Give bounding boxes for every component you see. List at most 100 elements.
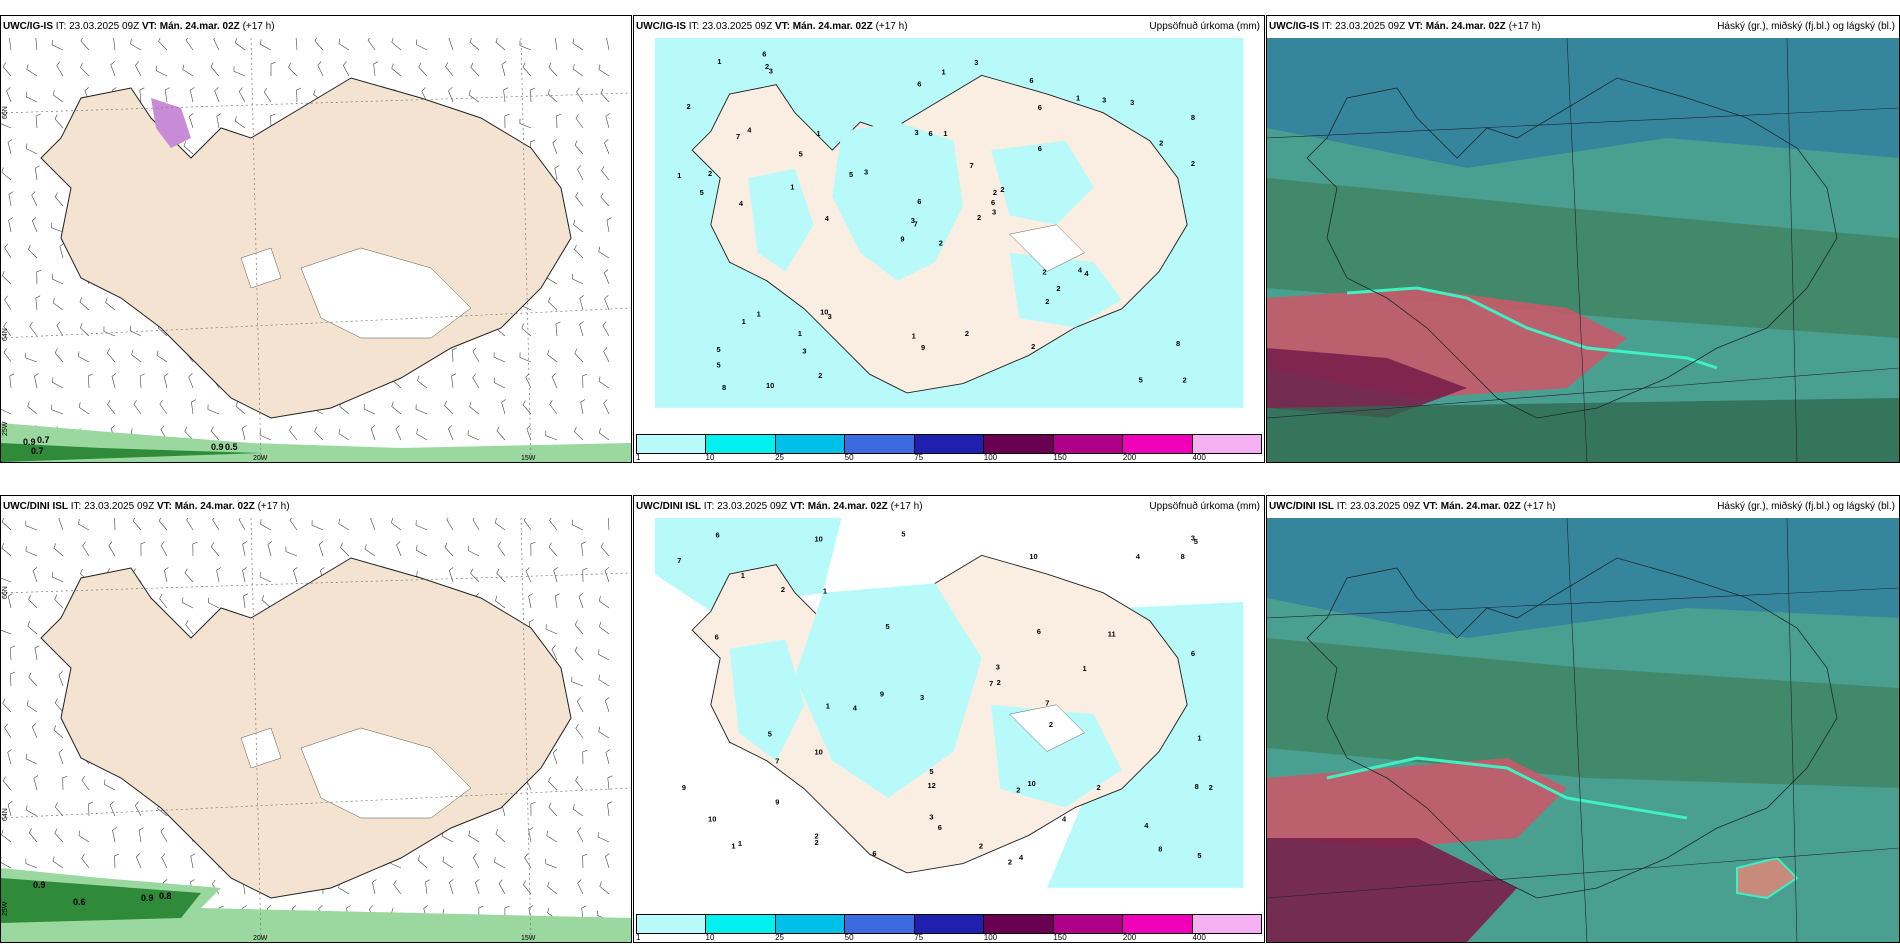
- precip-station-value: 2: [1008, 858, 1012, 867]
- wind-barb: [551, 373, 558, 389]
- legend-swatch: [845, 915, 915, 933]
- cloud-map-panel-bottom: UWC/DINI ISL IT: 23.03.2025 09Z VT: Mán.…: [1266, 495, 1900, 943]
- wind-barb: [54, 348, 64, 363]
- wind-barb: [470, 568, 480, 583]
- precip-station-value: 4: [825, 214, 830, 223]
- precip-station-value: 2: [1049, 720, 1053, 729]
- precip-station-value: 6: [1037, 627, 1041, 636]
- wind-barb: [1, 857, 12, 869]
- precip-station-value: 3: [769, 66, 773, 75]
- wind-barb: [446, 518, 454, 531]
- legend-tick: 10: [705, 453, 715, 462]
- wind-barb: [582, 567, 588, 583]
- wind-barb: [549, 518, 558, 531]
- wind-barb: [547, 881, 558, 895]
- legend-swatch: [984, 915, 1054, 933]
- precip-station-value: 2: [939, 238, 943, 247]
- legend-tick: 50: [844, 933, 854, 942]
- wind-barb: [34, 373, 39, 389]
- wind-barb: [571, 273, 584, 285]
- wind-barb: [58, 518, 64, 531]
- wind-barb: [391, 518, 402, 531]
- legend-tick: 150: [1053, 933, 1067, 942]
- legend-swatch: [1053, 435, 1124, 453]
- legend-swatch: [706, 915, 776, 933]
- wind-barb: [295, 38, 298, 51]
- wind-barb: [395, 425, 402, 441]
- precip-station-value: 2: [965, 329, 969, 338]
- wind-barb: [159, 399, 168, 415]
- purple-precip-area: [151, 98, 191, 148]
- wind-barb: [53, 543, 64, 557]
- wind-barb: [53, 725, 64, 739]
- lat-label-64n: 64N: [2, 328, 9, 341]
- wind-barb: [25, 858, 38, 869]
- wind-barb: [496, 426, 506, 441]
- precip-station-value: 1: [912, 332, 916, 341]
- wind-barb: [519, 118, 532, 129]
- wind-barb: [238, 87, 246, 103]
- wind-barb: [545, 858, 558, 869]
- wind-barb: [472, 373, 480, 389]
- wind-barb: [552, 139, 558, 155]
- precip-shade: [1009, 252, 1122, 328]
- lead-time: (+17 h): [890, 501, 923, 512]
- cloud-layer-low: [1267, 638, 1899, 788]
- precip-station-value: 1: [677, 171, 681, 180]
- wind-barb: [548, 62, 558, 77]
- wind-barb: [606, 38, 610, 51]
- wind-barb: [4, 243, 12, 259]
- wind-barb: [576, 87, 584, 103]
- wind-barb: [62, 775, 68, 791]
- wind-barb: [448, 38, 454, 51]
- wind-barb: [364, 544, 376, 557]
- wind-barb: [139, 87, 145, 103]
- panel-title: Háský (gr.), miðský (fj.bl.) og lágský (…: [1717, 501, 1895, 512]
- wind-barb: [289, 518, 298, 531]
- precip-station-value: 4: [739, 199, 744, 208]
- legend-ticks: 1 10 25 50 75 100 150 200 400: [636, 453, 1262, 462]
- wind-barb: [135, 61, 142, 77]
- it-label: IT:: [1321, 21, 1333, 32]
- precip-station-value: 1: [1197, 733, 1201, 742]
- wind-barb: [581, 541, 586, 557]
- precip-station-value: 9: [921, 343, 925, 352]
- legend-swatch: [845, 435, 915, 453]
- cloud-map-panel-top: UWC/IG-IS IT: 23.03.2025 09Z VT: Mán. 24…: [1266, 15, 1900, 463]
- precip-station-value: 7: [677, 556, 681, 565]
- wind-barb: [112, 827, 117, 843]
- precip-value: 0.9: [141, 893, 154, 903]
- cloud-layer-bottom: [1267, 398, 1899, 462]
- wind-barb: [7, 749, 12, 765]
- wind-barb: [51, 404, 64, 415]
- wind-barb: [9, 645, 15, 661]
- init-time: 23.03.2025 09Z: [84, 501, 155, 512]
- wind-barb: [497, 541, 506, 557]
- wind-barb: [604, 697, 610, 713]
- wind-barb: [547, 349, 558, 363]
- legend-swatch: [637, 435, 707, 453]
- precip-values: 2775236162324896103713536244652231611105…: [677, 50, 1195, 392]
- legend-tick: 10: [705, 933, 715, 942]
- precip-station-value: 2: [1016, 786, 1020, 795]
- wind-barb: [597, 831, 610, 843]
- precip-station-value: 3: [929, 813, 933, 822]
- wind-barb: [88, 801, 94, 817]
- graticule: [1267, 38, 1899, 462]
- wind-barb: [234, 38, 246, 51]
- wind-barb: [114, 853, 120, 869]
- wind-barb: [530, 801, 536, 817]
- wind-barb: [442, 831, 454, 843]
- precip-station-value: 1: [731, 842, 735, 851]
- wind-barb: [267, 541, 273, 557]
- wind-barb: [396, 541, 402, 557]
- wind-barb: [393, 880, 402, 895]
- wind-barb: [493, 352, 506, 363]
- wind-barb: [575, 192, 584, 207]
- wind-barb: [7, 139, 13, 155]
- precip-station-value: 5: [768, 730, 772, 739]
- wind-barb: [207, 404, 220, 415]
- wind-barb: [56, 321, 64, 337]
- wind-barb: [415, 520, 428, 531]
- precip-station-value: 3: [996, 662, 1000, 671]
